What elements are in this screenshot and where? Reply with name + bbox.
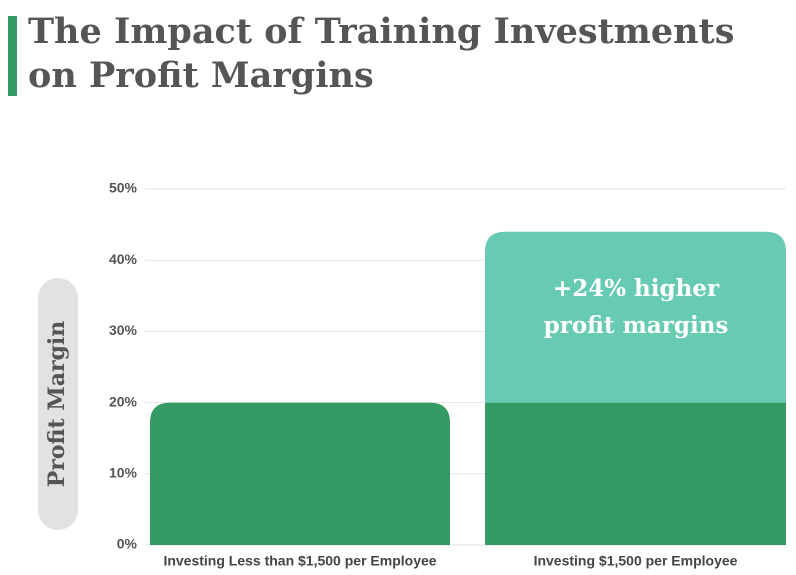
x-tick-label: Investing Less than $1,500 per Employee bbox=[163, 553, 436, 569]
y-tick-label: 10% bbox=[109, 465, 138, 481]
bar-segment bbox=[485, 402, 786, 545]
title-accent bbox=[8, 16, 17, 96]
y-tick-label: 50% bbox=[109, 180, 138, 196]
y-tick-label: 30% bbox=[109, 322, 138, 338]
annotation: +24% higher profit margins bbox=[543, 275, 729, 339]
y-tick-label: 0% bbox=[117, 536, 138, 552]
x-tick-label: Investing $1,500 per Employee bbox=[534, 553, 738, 569]
bar-segment bbox=[485, 231, 786, 403]
y-label-pill bbox=[38, 278, 78, 530]
y-tick-label: 20% bbox=[109, 393, 138, 409]
y-tick-label: 40% bbox=[109, 251, 138, 267]
chart-title: The Impact of Training Investments on Pr… bbox=[28, 11, 735, 96]
bar-segment bbox=[150, 402, 450, 545]
y-axis-label: Profit Margin bbox=[44, 321, 70, 488]
